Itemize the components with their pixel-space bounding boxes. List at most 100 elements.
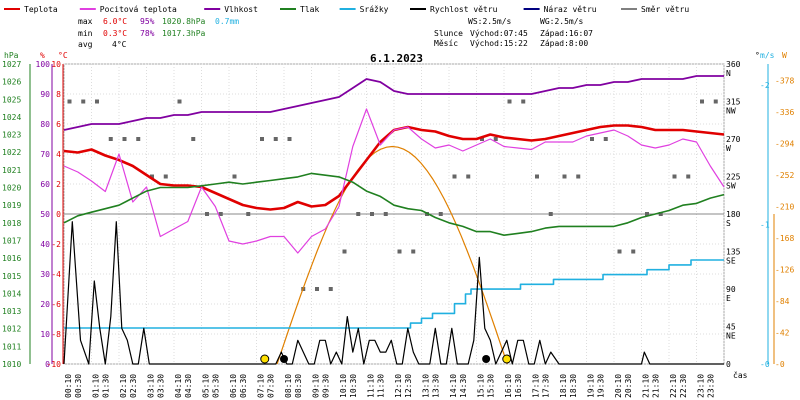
tick-w: -378 [775,77,794,86]
tick-x: 02:30 [129,374,138,398]
stats-avg-label: avg [78,40,93,49]
tick-hpa: 1012 [2,325,21,334]
tick-w: -210 [775,203,794,212]
wind-dir-point [713,99,718,104]
sun-rise: Východ:07:45 [470,29,528,38]
tick-hpa: 1016 [2,254,21,263]
tick-hpa: 1023 [2,131,21,140]
tick-x: 00:10 [64,374,73,398]
wind-dir-point [507,99,512,104]
tick-dir: 315 [726,98,741,107]
series-vlhkost [63,75,724,131]
tick-w: -126 [775,266,794,275]
tick-x: 06:30 [239,374,248,398]
moon-label: Měsíc [434,39,458,48]
tick-x: 07:10 [257,374,266,398]
tick-x: 20:30 [624,374,633,398]
tick-hpa: 1011 [2,342,21,351]
legend-label: Směr větru [641,5,689,14]
stats-avg-temp: 4°C [112,40,127,49]
tick-w: -294 [775,140,794,149]
wind-dir-point [493,137,498,141]
tick-hpa: 1020 [2,184,21,193]
legend-label: Vlhkost [224,5,258,14]
legend: Teplota Pocitová teplota Vlhkost Tlak Srážky… [4,5,689,14]
tick-ms: -0 [760,360,770,369]
tick-dir: 360 [726,60,741,69]
tick-x: 20:10 [614,374,623,398]
wind-dir-point [535,174,539,179]
tick-x: 07:30 [266,374,275,398]
tick-w: -336 [775,108,794,117]
tick-pct: 70 [40,150,50,159]
tick-pct: 60 [40,180,50,189]
axis-x-label: čas [733,370,748,380]
tick-hpa: 1021 [2,166,21,175]
legend-label: Náraz větru [544,5,597,14]
tick-c: -10 [47,360,62,369]
tick-dir: 180 [726,210,741,219]
tick-ms: -1 [760,220,770,229]
wind-dir-point [191,137,196,141]
tick-hpa: 1024 [2,113,21,122]
wind-dir-point [576,174,581,179]
wind-dir-point [562,174,567,179]
tick-dir: 45 [726,323,736,332]
tick-x: 03:10 [147,374,156,398]
tick-hpa: 1022 [2,148,21,157]
legend-label: Pocitová teplota [100,5,177,14]
wind-dir-point [658,212,663,216]
tick-pct: 40 [40,240,50,249]
axis-hpa-label: hPa [4,51,19,60]
stats-max-label: max [78,17,93,26]
tick-hpa: 1015 [2,272,21,281]
axis-pct-label: % [40,51,45,60]
tick-hpa: 1013 [2,307,21,316]
tick-x: 16:10 [504,374,513,398]
tick-hpa: 1010 [2,360,21,369]
wind-dir-point [150,174,154,179]
axes: 1010101110121013101410151016101710181019… [2,60,794,398]
stats-min-hum: 78% [140,29,155,38]
tick-c: -2 [51,240,61,249]
series-srážky [64,259,724,329]
tick-w: -84 [775,297,790,306]
wind-dir-point [411,249,416,254]
wind-dir-point [383,212,388,216]
tick-x: 13:30 [431,374,440,398]
stats-min-press: 1017.3hPa [162,29,206,38]
tick-x: 15:30 [486,374,495,398]
tick-c: 8 [56,90,61,99]
wind-dir-point [548,212,553,216]
wind-dir-point [356,212,361,216]
tick-hpa: 1019 [2,201,21,210]
tick-x: 14:10 [449,374,458,398]
tick-pct: 90 [40,90,50,99]
tick-w: -168 [775,234,794,243]
sun-label: Slunce [434,29,463,38]
tick-x: 04:10 [174,374,183,398]
tick-hpa: 1017 [2,236,21,245]
moon-rise: Východ:15:22 [470,39,528,48]
stats-max-press: 1020.8hPa [162,17,206,26]
tick-dir-name: SE [726,257,736,266]
sun-moon-info: WS:2.5m/s WG:2.5m/s Slunce Východ:07:45 … [434,17,593,48]
axis-ms-label: m/s [760,51,775,60]
wind-dir-point [328,287,333,291]
tick-hpa: 1018 [2,219,21,228]
tick-dir-name: W [726,144,731,153]
sunset-marker [502,354,512,364]
tick-c: 6 [56,120,61,129]
tick-x: 21:30 [651,374,660,398]
tick-c: 2 [56,180,61,189]
wind-dir-point [466,174,471,179]
sun-curve [276,145,508,365]
wind-dir-point [122,137,127,141]
wind-dir-point [397,249,402,254]
sunrise-marker [260,354,270,364]
tick-x: 10:30 [349,374,358,398]
tick-ms: -2 [760,81,770,90]
tick-x: 12:30 [404,374,413,398]
